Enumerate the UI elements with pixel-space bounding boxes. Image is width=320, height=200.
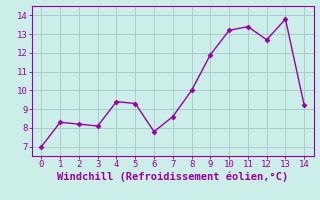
X-axis label: Windchill (Refroidissement éolien,°C): Windchill (Refroidissement éolien,°C) xyxy=(57,172,288,182)
